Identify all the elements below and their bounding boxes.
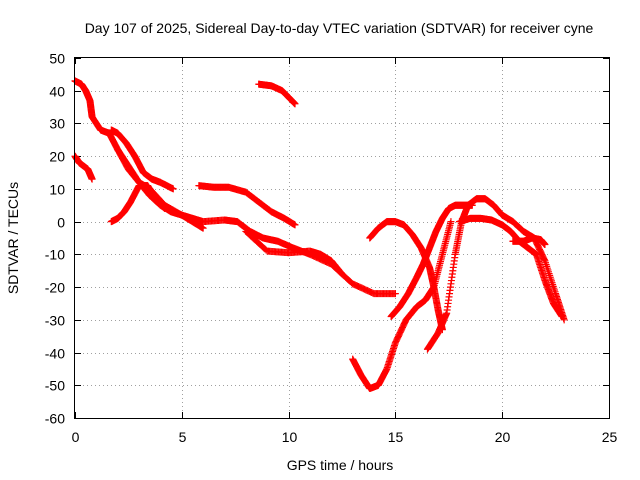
y-tick-label: 20 bbox=[49, 149, 65, 165]
x-tick-label: 0 bbox=[72, 429, 80, 445]
data-point bbox=[169, 185, 177, 193]
x-axis-ticks: 0 5 10 15 20 25 bbox=[72, 58, 618, 445]
data-point bbox=[88, 175, 96, 183]
data-series bbox=[114, 146, 207, 232]
y-tick-label: -50 bbox=[45, 378, 65, 394]
x-tick-label: 5 bbox=[179, 429, 187, 445]
data-point bbox=[558, 313, 566, 321]
y-tick-label: 0 bbox=[57, 215, 65, 231]
data-point bbox=[291, 100, 299, 108]
x-tick-label: 15 bbox=[388, 429, 404, 445]
y-tick-label: 10 bbox=[49, 182, 65, 198]
data-series bbox=[509, 234, 549, 249]
data-series bbox=[107, 126, 177, 193]
data-series bbox=[195, 182, 299, 229]
data-series bbox=[255, 80, 299, 108]
data-series bbox=[71, 152, 96, 183]
y-tick-label: -20 bbox=[45, 280, 65, 296]
chart-title: Day 107 of 2025, Sidereal Day-to-day VTE… bbox=[85, 20, 594, 36]
y-tick-label: -10 bbox=[45, 247, 65, 263]
x-tick-label: 20 bbox=[495, 429, 511, 445]
y-tick-label: 30 bbox=[49, 116, 65, 132]
y-axis-label: SDTVAR / TECUs bbox=[5, 182, 21, 294]
y-axis-ticks: -60 -50 -40 -30 -20 -10 0 10 20 30 40 50 bbox=[45, 51, 609, 427]
data-points bbox=[71, 77, 568, 393]
y-tick-label: -60 bbox=[45, 411, 65, 427]
x-tick-label: 25 bbox=[602, 429, 618, 445]
y-tick-label: -30 bbox=[45, 313, 65, 329]
y-tick-label: 40 bbox=[49, 84, 65, 100]
plot-frame bbox=[74, 57, 610, 419]
data-point bbox=[291, 221, 299, 229]
y-tick-label: -40 bbox=[45, 346, 65, 362]
data-point bbox=[541, 241, 549, 249]
y-tick-label: 50 bbox=[49, 51, 65, 67]
data-point bbox=[391, 290, 399, 298]
grid bbox=[75, 58, 609, 418]
x-axis-label: GPS time / hours bbox=[287, 457, 394, 473]
data-series bbox=[242, 227, 346, 278]
x-tick-label: 10 bbox=[282, 429, 298, 445]
data-point bbox=[338, 270, 346, 278]
data-point bbox=[199, 224, 207, 232]
data-series bbox=[387, 201, 476, 321]
data-point bbox=[447, 218, 455, 226]
data-series bbox=[455, 214, 566, 321]
